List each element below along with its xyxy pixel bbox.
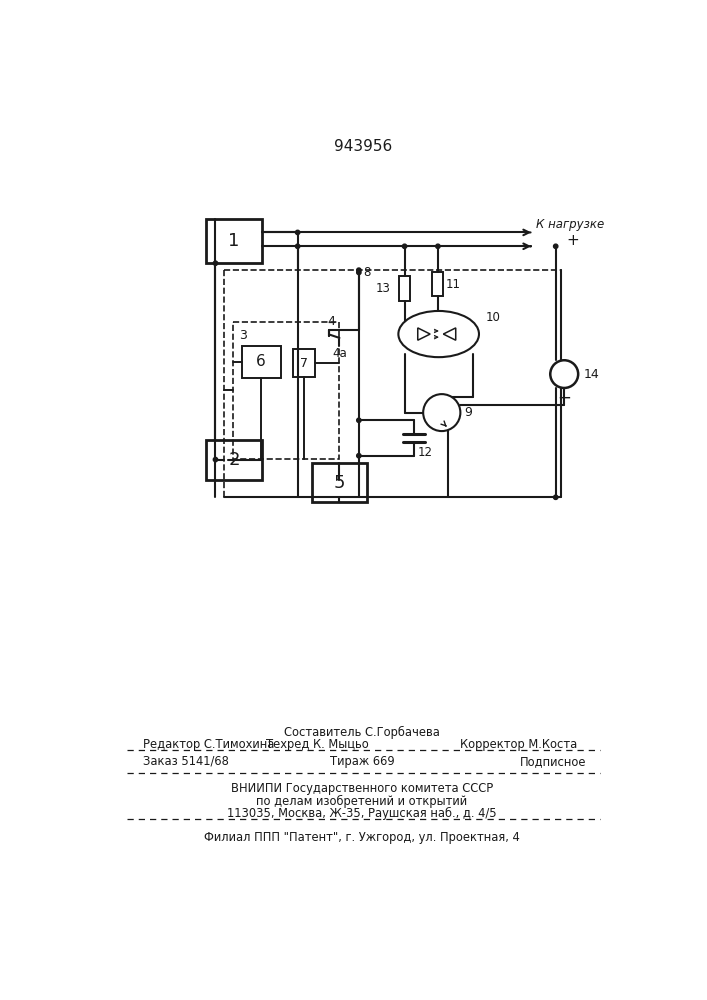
Circle shape [356, 454, 361, 458]
Text: 1: 1 [228, 232, 240, 250]
Text: 13: 13 [375, 282, 391, 295]
Circle shape [214, 261, 218, 265]
Text: 11: 11 [445, 278, 461, 291]
Circle shape [423, 394, 460, 431]
Ellipse shape [398, 311, 479, 357]
Text: К нагрузке: К нагрузке [537, 218, 604, 231]
Text: 5: 5 [334, 474, 345, 492]
Text: 113035, Москва, Ж-35, Раушская наб., д. 4/5: 113035, Москва, Ж-35, Раушская наб., д. … [227, 807, 497, 820]
Text: ВНИИПИ Государственного комитета СССР: ВНИИПИ Государственного комитета СССР [230, 782, 493, 795]
Circle shape [550, 360, 578, 388]
Bar [233, 322, 339, 459]
Circle shape [554, 244, 558, 248]
Text: −: − [557, 389, 571, 407]
Text: Филиал ППП "Патент", г. Ужгород, ул. Проектная, 4: Филиал ППП "Патент", г. Ужгород, ул. Про… [204, 831, 520, 844]
Text: по делам изобретений и открытий: по делам изобретений и открытий [257, 795, 467, 808]
Text: Корректор М.Коста: Корректор М.Коста [460, 738, 577, 751]
Text: 8: 8 [363, 266, 371, 279]
Bar [312, 463, 368, 502]
Text: 4: 4 [327, 315, 335, 328]
Text: +: + [566, 233, 579, 248]
Circle shape [214, 457, 218, 462]
Text: 10: 10 [485, 311, 500, 324]
Text: 6: 6 [257, 354, 266, 369]
Circle shape [436, 244, 440, 248]
Text: Редактор С.Тимохина: Редактор С.Тимохина [143, 738, 274, 751]
Text: 3: 3 [239, 329, 247, 342]
Text: 7: 7 [300, 357, 308, 370]
Circle shape [402, 244, 407, 248]
Circle shape [356, 270, 361, 275]
Text: 2: 2 [228, 451, 240, 469]
Circle shape [296, 244, 300, 248]
Text: Подписное: Подписное [520, 755, 587, 768]
Text: 9: 9 [464, 406, 472, 419]
Text: 14: 14 [583, 368, 600, 381]
Text: Тираж 669: Тираж 669 [329, 755, 395, 768]
Circle shape [356, 268, 361, 272]
Bar [399, 276, 410, 301]
Bar [224, 270, 561, 497]
Text: 943956: 943956 [334, 139, 392, 154]
Circle shape [296, 230, 300, 235]
Bar [433, 272, 443, 296]
Bar [293, 349, 315, 377]
Text: Заказ 5141/68: Заказ 5141/68 [143, 755, 228, 768]
Text: 4а: 4а [332, 347, 347, 360]
Text: 12: 12 [418, 446, 433, 459]
Circle shape [554, 495, 558, 499]
Text: Техред К. Мыцьо: Техред К. Мыцьо [266, 738, 368, 751]
Circle shape [356, 418, 361, 422]
Bar [206, 219, 262, 263]
Text: Составитель С.Горбачева: Составитель С.Горбачева [284, 726, 440, 739]
Bar [206, 440, 262, 480]
Bar [242, 346, 281, 378]
